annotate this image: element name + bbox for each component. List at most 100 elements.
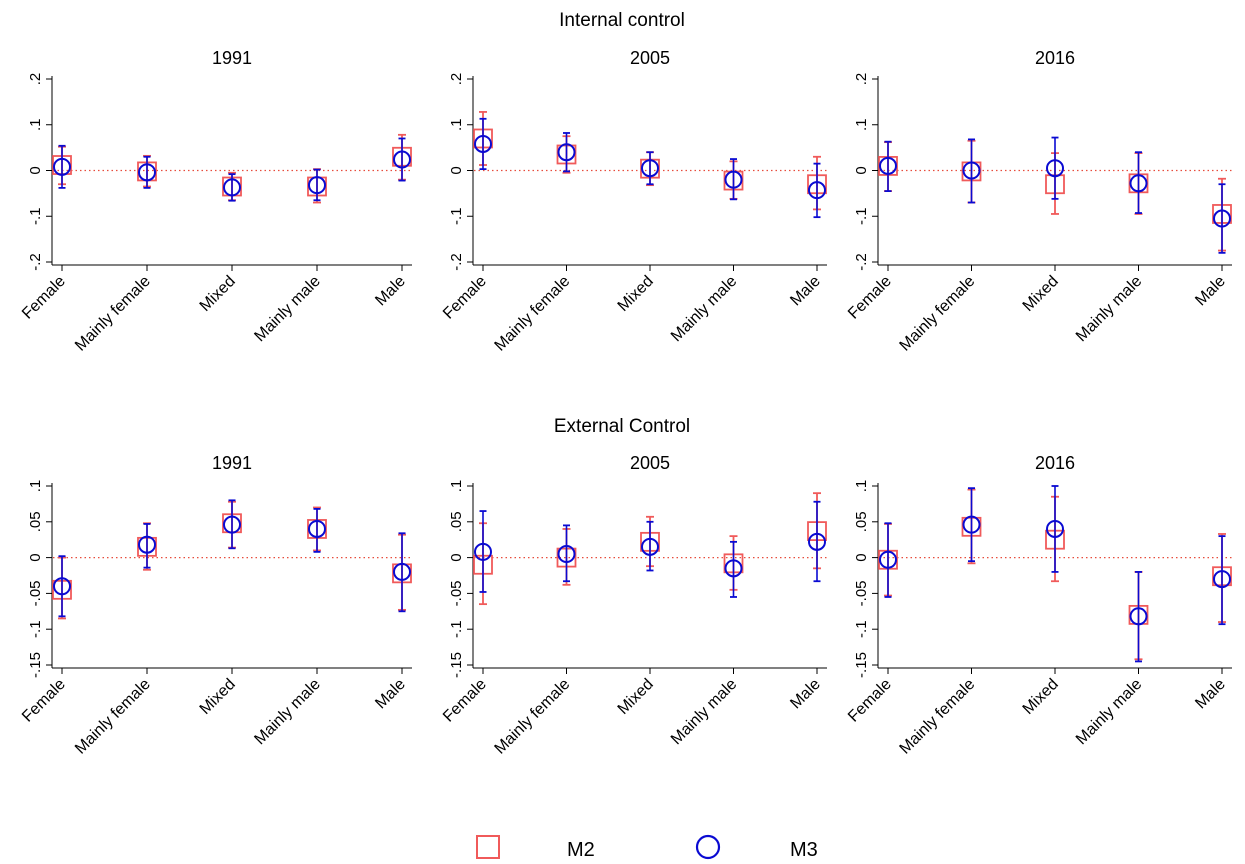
x-tick-label: Mixed bbox=[197, 676, 239, 718]
y-tick-label: 0 bbox=[853, 166, 870, 174]
y-tick-label: -.15 bbox=[853, 652, 870, 678]
point-m3 bbox=[724, 170, 743, 189]
y-tick-label: .1 bbox=[27, 480, 44, 493]
legend: M2 M3 bbox=[476, 834, 818, 861]
x-tick-label: Mainly female bbox=[492, 273, 574, 355]
point-m3 bbox=[1046, 519, 1064, 538]
y-tick-label: -.05 bbox=[448, 580, 465, 606]
panel-title: 1991 bbox=[212, 453, 252, 473]
panel-title: 2016 bbox=[1035, 453, 1075, 473]
x-tick-label: Mainly male bbox=[668, 676, 740, 748]
y-tick-label: 0 bbox=[27, 553, 44, 561]
point-m3 bbox=[879, 156, 897, 175]
x-tick-label: Mainly female bbox=[897, 676, 979, 758]
y-tick-label: -.2 bbox=[853, 253, 870, 271]
y-tick-label: .2 bbox=[448, 73, 465, 86]
panel-title: 2005 bbox=[630, 453, 670, 473]
y-tick-label: -.1 bbox=[853, 620, 870, 638]
y-tick-label: .2 bbox=[853, 73, 870, 86]
point-m3 bbox=[138, 535, 156, 554]
point-m3 bbox=[808, 532, 826, 551]
panel-5: 2016 -.15 -.1 -.05 0 .05 .1 Female Mainly female… bbox=[845, 453, 1232, 758]
x-tick-label: Male bbox=[372, 676, 409, 713]
x-tick-label: Female bbox=[19, 676, 69, 726]
panel-title: 2016 bbox=[1035, 48, 1075, 68]
y-tick-label: 0 bbox=[448, 553, 465, 561]
x-tick-label: Mainly male bbox=[251, 676, 323, 748]
y-tick-label: .2 bbox=[27, 73, 44, 86]
point-m3 bbox=[223, 515, 241, 534]
panel-title: 2005 bbox=[630, 48, 670, 68]
point-m3 bbox=[1046, 159, 1064, 178]
point-m3 bbox=[808, 181, 826, 200]
x-tick-label: Female bbox=[845, 676, 895, 726]
y-tick-label: 0 bbox=[448, 166, 465, 174]
point-m3 bbox=[1129, 174, 1148, 193]
point-m3 bbox=[879, 550, 897, 569]
y-tick-label: .1 bbox=[448, 118, 465, 131]
point-m3 bbox=[1213, 209, 1231, 228]
y-tick-label: -.1 bbox=[27, 207, 44, 225]
y-tick-label: 0 bbox=[853, 553, 870, 561]
x-tick-label: Male bbox=[787, 273, 824, 310]
x-tick-label: Mainly male bbox=[251, 273, 323, 345]
y-tick-label: -.05 bbox=[27, 580, 44, 606]
y-tick-label: -.05 bbox=[853, 580, 870, 606]
x-tick-label: Mixed bbox=[615, 273, 657, 315]
legend-label-m3: M3 bbox=[790, 839, 818, 861]
y-tick-label: .1 bbox=[27, 118, 44, 131]
point-m3 bbox=[724, 559, 743, 578]
y-tick-label: 0 bbox=[27, 166, 44, 174]
x-tick-label: Mixed bbox=[615, 676, 657, 718]
x-tick-label: Mainly male bbox=[1073, 273, 1145, 345]
y-tick-label: -.1 bbox=[853, 207, 870, 225]
group-title-external: External Control bbox=[554, 416, 690, 437]
x-tick-label: Mainly female bbox=[897, 273, 979, 355]
y-tick-label: -.15 bbox=[448, 652, 465, 678]
x-tick-label: Male bbox=[1192, 273, 1229, 310]
point-m3 bbox=[962, 515, 981, 534]
point-m3 bbox=[393, 150, 411, 169]
x-tick-label: Female bbox=[845, 273, 895, 323]
panel-0: 1991 -.2 -.1 0 .1 .2 Female Mainly female Mixed M… bbox=[19, 48, 412, 355]
point-m3 bbox=[557, 143, 576, 162]
group-title-internal: Internal control bbox=[559, 10, 685, 31]
point-m3 bbox=[557, 545, 576, 564]
x-tick-label: Mixed bbox=[197, 273, 239, 315]
x-tick-label: Female bbox=[440, 273, 490, 323]
y-tick-label: .05 bbox=[853, 511, 870, 532]
x-tick-label: Mainly female bbox=[492, 676, 574, 758]
panel-1: 2005 -.2 -.1 0 .1 .2 Female Mainly female Mixed M… bbox=[440, 48, 827, 355]
x-tick-label: Mixed bbox=[1020, 273, 1062, 315]
point-m3 bbox=[223, 178, 241, 197]
point-m3 bbox=[1129, 607, 1148, 626]
point-m3 bbox=[474, 134, 492, 153]
x-tick-label: Mainly female bbox=[72, 273, 154, 355]
x-tick-label: Mixed bbox=[1020, 676, 1062, 718]
point-m3 bbox=[53, 157, 71, 176]
point-m3 bbox=[393, 562, 411, 581]
panel-title: 1991 bbox=[212, 48, 252, 68]
point-m3 bbox=[474, 542, 492, 561]
legend-marker-m2 bbox=[476, 835, 500, 859]
panel-2: 2016 -.2 -.1 0 .1 .2 Female Mainly female Mixed M… bbox=[845, 48, 1232, 355]
point-m3 bbox=[1213, 570, 1231, 589]
y-tick-label: .1 bbox=[853, 118, 870, 131]
point-m3 bbox=[138, 163, 156, 182]
panel-4: 2005 -.15 -.1 -.05 0 .05 .1 Female Mainly female… bbox=[440, 453, 827, 758]
point-m3 bbox=[641, 537, 659, 556]
legend-label-m2: M2 bbox=[567, 839, 595, 861]
x-tick-label: Male bbox=[787, 676, 824, 713]
y-tick-label: .05 bbox=[27, 511, 44, 532]
panel-3: 1991 -.15 -.1 -.05 0 .05 .1 Female Mainly female… bbox=[19, 453, 412, 758]
y-tick-label: -.1 bbox=[27, 620, 44, 638]
x-tick-label: Mainly male bbox=[668, 273, 740, 345]
point-m3 bbox=[962, 161, 981, 180]
x-tick-label: Mainly male bbox=[1073, 676, 1145, 748]
legend-marker-m3 bbox=[695, 834, 721, 860]
y-tick-label: -.15 bbox=[27, 652, 44, 678]
y-tick-label: -.1 bbox=[448, 620, 465, 638]
y-tick-label: .1 bbox=[448, 480, 465, 493]
x-tick-label: Female bbox=[440, 676, 490, 726]
